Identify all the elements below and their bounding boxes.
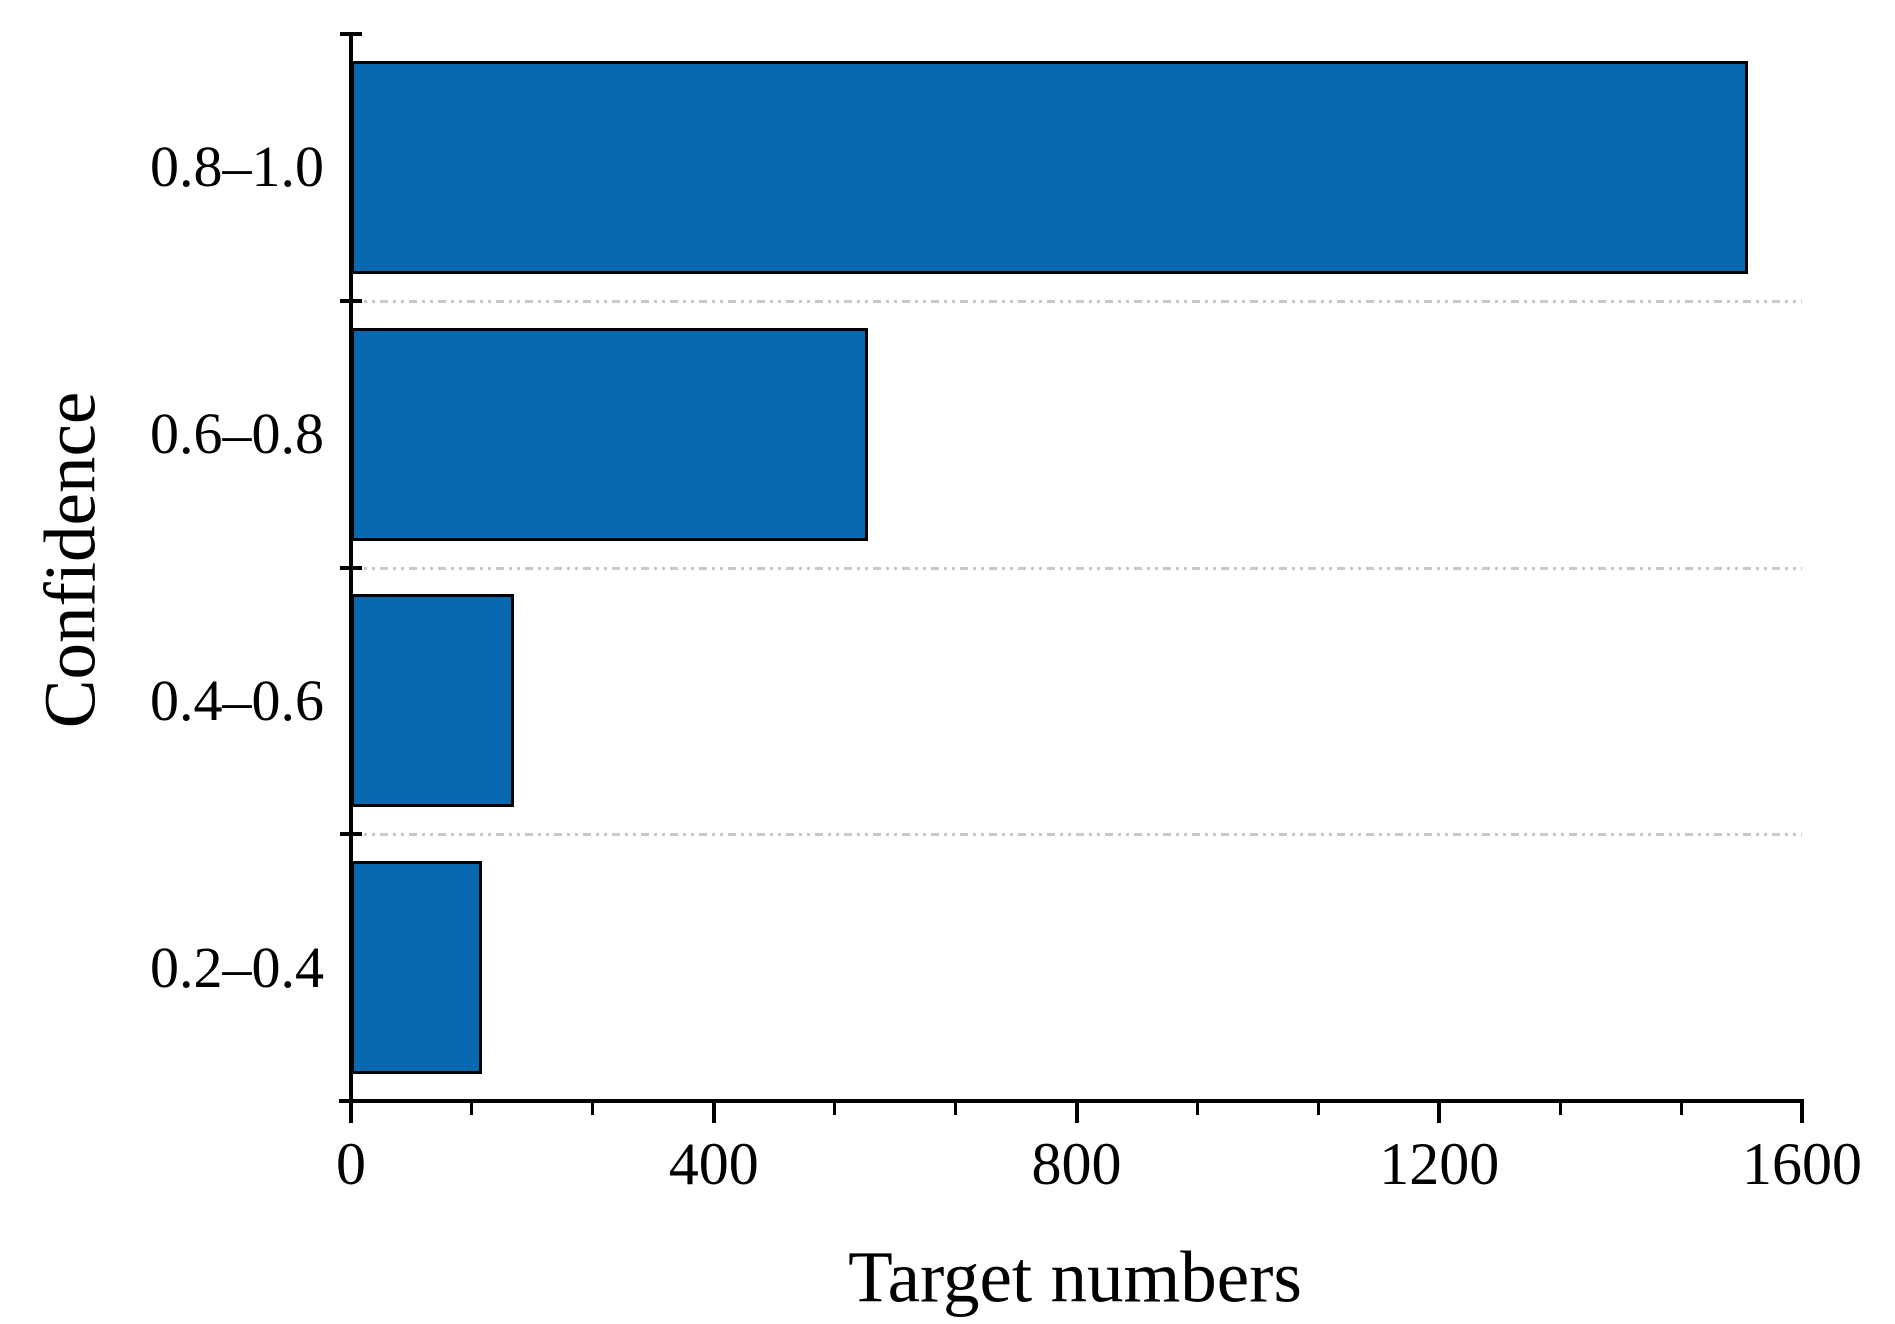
y-tick (340, 298, 362, 303)
x-tick-label: 0 (336, 1131, 366, 1197)
gridline (351, 299, 1802, 303)
y-tick (340, 565, 362, 570)
x-tick-label: 1600 (1742, 1131, 1862, 1197)
x-minor-tick (1679, 1103, 1683, 1115)
x-minor-tick (1558, 1103, 1562, 1115)
gridline (351, 566, 1802, 570)
x-minor-tick (591, 1103, 595, 1115)
category-label: 0.8–1.0 (150, 134, 324, 200)
y-axis-title: Confidence (29, 391, 111, 729)
x-tick-label: 400 (668, 1131, 759, 1197)
y-tick (340, 32, 362, 36)
x-major-tick (1800, 1103, 1804, 1123)
category-label: 0.2–0.4 (150, 934, 324, 1000)
x-axis-title: Target numbers (848, 1236, 1302, 1318)
x-major-tick (1074, 1103, 1079, 1123)
x-minor-tick (1195, 1103, 1199, 1115)
y-tick (340, 832, 362, 837)
x-minor-tick (954, 1103, 958, 1115)
x-major-tick (349, 1103, 353, 1123)
x-major-tick (1437, 1103, 1442, 1123)
bar (351, 861, 483, 1075)
x-minor-tick (470, 1103, 474, 1115)
bar (351, 327, 868, 541)
bar (351, 594, 515, 808)
category-label: 0.6–0.8 (150, 401, 324, 467)
x-minor-tick (1316, 1103, 1320, 1115)
gridline (351, 833, 1802, 837)
x-tick-label: 1200 (1379, 1131, 1500, 1197)
x-axis-line (339, 1099, 1804, 1103)
x-minor-tick (833, 1103, 837, 1115)
x-major-tick (711, 1103, 716, 1123)
x-tick-label: 800 (1031, 1131, 1122, 1197)
category-label: 0.4–0.6 (150, 667, 324, 733)
bar (351, 60, 1748, 274)
